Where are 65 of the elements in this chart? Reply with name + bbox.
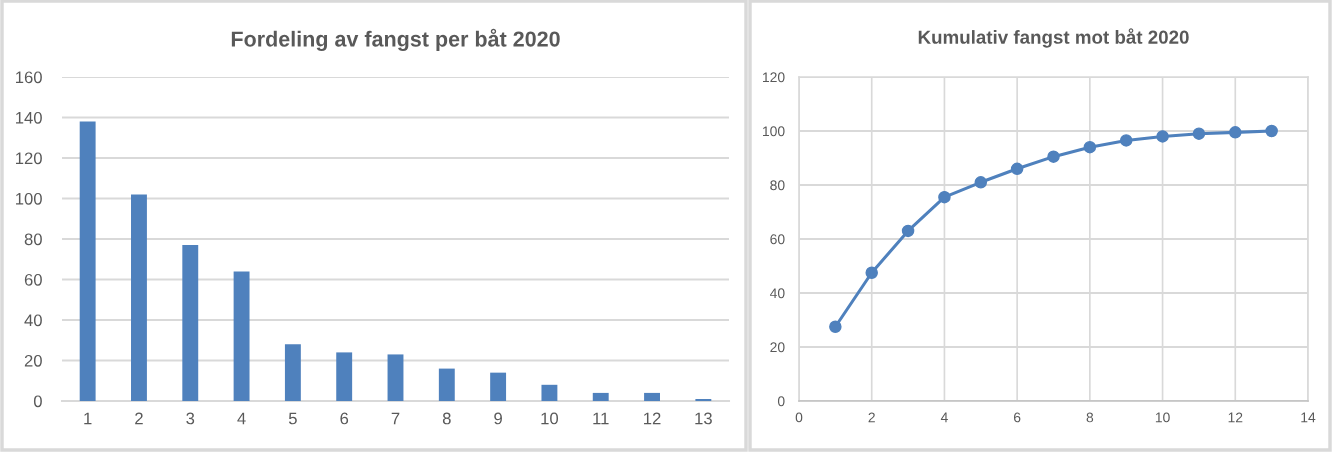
x-tick-label: 12 bbox=[644, 412, 661, 425]
y-tick-label: 120 bbox=[16, 152, 42, 165]
point bbox=[1010, 162, 1024, 176]
chart-title: Kumulativ fangst mot båt 2020 bbox=[918, 28, 1189, 48]
point bbox=[974, 176, 988, 189]
y-tick-label: 80 bbox=[24, 233, 42, 246]
y-tick-label: 60 bbox=[24, 273, 42, 286]
y-tick-label: 20 bbox=[24, 354, 42, 367]
y-tick-label: 60 bbox=[770, 234, 785, 245]
bar bbox=[284, 344, 301, 401]
point bbox=[1047, 150, 1060, 163]
bar bbox=[79, 121, 96, 401]
y-tick-label: 20 bbox=[770, 342, 785, 353]
bar bbox=[387, 354, 404, 401]
y-tick-label: 40 bbox=[769, 288, 785, 299]
x-tick-label: 4 bbox=[940, 412, 948, 423]
x-tick-label: 10 bbox=[1155, 412, 1170, 423]
x-tick-label: 6 bbox=[1013, 412, 1021, 423]
bar bbox=[182, 245, 199, 401]
bar bbox=[438, 368, 455, 401]
bar bbox=[541, 384, 558, 401]
y-tick-label: 40 bbox=[24, 314, 42, 327]
point bbox=[829, 320, 842, 334]
x-tick-label: 11 bbox=[593, 412, 609, 425]
y-tick-label: 100 bbox=[763, 126, 785, 137]
x-tick-label: 8 bbox=[442, 412, 451, 425]
y-tick-label: 100 bbox=[16, 192, 42, 205]
bar bbox=[233, 271, 250, 401]
chart-title: Fordeling av fangst per båt 2020 bbox=[231, 28, 560, 52]
point bbox=[1192, 127, 1206, 140]
x-tick-label: 3 bbox=[186, 412, 195, 425]
point bbox=[1229, 126, 1242, 139]
y-tick-label: 80 bbox=[770, 180, 785, 191]
x-tick-label: 1 bbox=[84, 412, 92, 425]
x-tick-label: 9 bbox=[494, 412, 502, 425]
x-tick-label: 5 bbox=[288, 412, 297, 425]
x-tick-label: 12 bbox=[1228, 412, 1243, 423]
point bbox=[865, 266, 878, 280]
point bbox=[1265, 124, 1278, 138]
x-tick-label: 10 bbox=[541, 412, 559, 425]
x-tick-label: 8 bbox=[1086, 412, 1094, 423]
bar bbox=[644, 392, 660, 401]
bar bbox=[336, 352, 353, 401]
bar bbox=[131, 194, 147, 401]
y-tick-label: 120 bbox=[763, 72, 785, 83]
x-tick-label: 0 bbox=[795, 412, 803, 423]
y-tick-label: 0 bbox=[777, 396, 785, 407]
y-tick-label: 160 bbox=[16, 71, 42, 84]
x-tick-label: 7 bbox=[391, 412, 400, 425]
x-tick-label: 4 bbox=[237, 412, 246, 425]
bar bbox=[695, 398, 712, 401]
x-tick-label: 2 bbox=[135, 412, 143, 425]
x-tick-label: 14 bbox=[1301, 412, 1316, 423]
bar bbox=[490, 372, 507, 401]
x-tick-label: 13 bbox=[695, 412, 712, 425]
x-tick-label: 2 bbox=[868, 412, 875, 423]
point bbox=[938, 190, 951, 204]
point bbox=[1119, 134, 1133, 147]
y-tick-label: 0 bbox=[33, 395, 42, 408]
y-tick-label: 140 bbox=[16, 111, 42, 124]
point bbox=[1156, 130, 1169, 143]
bar bbox=[592, 392, 609, 401]
point bbox=[1083, 140, 1097, 154]
point bbox=[901, 224, 915, 238]
x-tick-label: 6 bbox=[340, 412, 349, 425]
